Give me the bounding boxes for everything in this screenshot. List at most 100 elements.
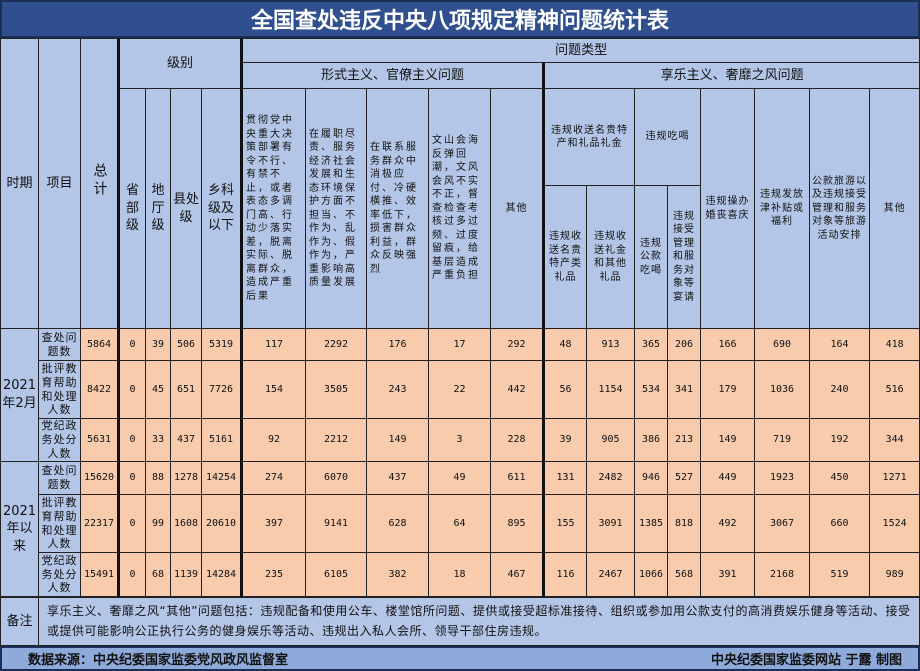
value-cell: 3091	[586, 494, 636, 553]
value-cell: 56	[542, 360, 588, 419]
value-cell: 274	[240, 461, 307, 495]
value-cell: 243	[366, 360, 430, 419]
value-cell: 164	[809, 328, 871, 361]
table-row: 党纪政务处分人数 15491 0 68 1139 14284 235 6105 382 18 467…	[1, 552, 920, 597]
header-total: 总计	[80, 38, 119, 329]
value-cell: 155	[542, 494, 588, 553]
value-cell: 341	[667, 360, 702, 419]
total-cell: 22317	[80, 494, 119, 553]
value-cell: 1923	[754, 461, 811, 495]
footer: 数据来源：中央纪委国家监委党风政风监督室 中央纪委国家监委网站 于露 制图	[0, 645, 920, 671]
header-hedonism-other: 其他	[869, 88, 920, 329]
value-cell: 131	[542, 461, 588, 495]
value-cell: 989	[869, 552, 920, 597]
header-period: 时期	[0, 38, 39, 329]
value-cell: 176	[366, 328, 430, 361]
header-formalism-col-1: 贯彻党中央重大决策部署有令不行、有禁不止，或者表态多调门高、行动少落实差，脱离实…	[240, 88, 307, 329]
value-cell: 0	[117, 552, 146, 597]
value-cell: 2212	[305, 418, 368, 462]
value-cell: 391	[700, 552, 756, 597]
row-item-label: 批评教育帮助和处理人数	[38, 360, 81, 419]
value-cell: 895	[490, 494, 545, 553]
header-total-label: 总计	[91, 163, 108, 200]
value-cell: 14284	[200, 552, 243, 597]
header-level: 级别	[116, 38, 243, 89]
value-cell: 3505	[305, 360, 368, 419]
note-text: 享乐主义、奢靡之风“其他”问题包括：违规配备和使用公车、楼堂馆所问题、提供或接受…	[38, 597, 920, 646]
value-cell: 818	[667, 494, 702, 553]
value-cell: 1608	[170, 494, 202, 553]
table-row: 党纪政务处分人数 5631 0 33 437 5161 92 2212 149 3 228 39 905…	[1, 418, 920, 462]
value-cell: 467	[490, 552, 545, 597]
header-level-prefecture: 地厅级	[145, 88, 171, 329]
table-row: 批评教育帮助和处理人数 8422 0 45 651 7726 154 3505 243 22 442…	[1, 360, 920, 419]
value-cell: 651	[170, 360, 202, 419]
header-formalism-col-2: 在履职尽责、服务经济社会发展和生态环境保护方面不担当、不作为、乱作为、假作为，严…	[305, 88, 368, 329]
value-cell: 1385	[634, 494, 669, 553]
value-cell: 228	[490, 418, 545, 462]
value-cell: 719	[754, 418, 811, 462]
header-formalism-col-3: 在联系服务群众中消极应付、冷硬横推、效率低下，损害群众利益，群众反映强烈	[366, 88, 430, 329]
value-cell: 18	[428, 552, 492, 597]
value-cell: 1524	[869, 494, 920, 553]
value-cell: 6105	[305, 552, 368, 597]
value-cell: 0	[117, 418, 146, 462]
header-subsidies: 违规发放津补贴或福利	[754, 88, 811, 329]
value-cell: 92	[240, 418, 307, 462]
value-cell: 6070	[305, 461, 368, 495]
period-label: 2021年以来	[0, 461, 39, 597]
header-problem-type: 问题类型	[240, 38, 920, 63]
value-cell: 527	[667, 461, 702, 495]
value-cell: 49	[428, 461, 492, 495]
value-cell: 660	[809, 494, 871, 553]
value-cell: 179	[700, 360, 756, 419]
value-cell: 628	[366, 494, 430, 553]
row-item-label: 查处问题数	[38, 328, 81, 361]
value-cell: 913	[586, 328, 636, 361]
value-cell: 17	[428, 328, 492, 361]
value-cell: 1066	[634, 552, 669, 597]
value-cell: 68	[145, 552, 171, 597]
row-item-label: 党纪政务处分人数	[38, 418, 81, 462]
stats-table: 时期 项目 总计 级别 问题类型 形式主义、官僚主义问题 享乐主义、奢靡之风问题…	[0, 38, 920, 597]
value-cell: 154	[240, 360, 307, 419]
value-cell: 235	[240, 552, 307, 597]
value-cell: 2168	[754, 552, 811, 597]
value-cell: 39	[542, 418, 588, 462]
header-gifts-money: 违规收送礼金和其他礼品	[586, 185, 636, 329]
value-cell: 449	[700, 461, 756, 495]
value-cell: 45	[145, 360, 171, 419]
value-cell: 516	[869, 360, 920, 419]
value-cell: 1278	[170, 461, 202, 495]
value-cell: 149	[366, 418, 430, 462]
value-cell: 2482	[586, 461, 636, 495]
note-label: 备注	[0, 597, 39, 646]
value-cell: 442	[490, 360, 545, 419]
header-level-provincial: 省部级	[117, 88, 146, 329]
value-cell: 1154	[586, 360, 636, 419]
value-cell: 149	[700, 418, 756, 462]
row-item-label: 查处问题数	[38, 461, 81, 495]
value-cell: 568	[667, 552, 702, 597]
value-cell: 39	[145, 328, 171, 361]
value-cell: 22	[428, 360, 492, 419]
value-cell: 437	[366, 461, 430, 495]
value-cell: 382	[366, 552, 430, 597]
total-cell: 15620	[80, 461, 119, 495]
row-item-label: 党纪政务处分人数	[38, 552, 81, 597]
header-dining-public: 违规公款吃喝	[634, 185, 669, 329]
table-row: 2021年2月 查处问题数 5864 0 39 506 5319 117 2292 176 17 29…	[0, 328, 920, 462]
total-cell: 5631	[80, 418, 119, 462]
value-cell: 3	[428, 418, 492, 462]
value-cell: 99	[145, 494, 171, 553]
value-cell: 292	[490, 328, 545, 361]
value-cell: 2467	[586, 552, 636, 597]
value-cell: 1139	[170, 552, 202, 597]
value-cell: 64	[428, 494, 492, 553]
value-cell: 7726	[200, 360, 243, 419]
value-cell: 117	[240, 328, 307, 361]
period-label: 2021年2月	[0, 328, 39, 462]
value-cell: 48	[542, 328, 588, 361]
value-cell: 5319	[200, 328, 243, 361]
value-cell: 9141	[305, 494, 368, 553]
